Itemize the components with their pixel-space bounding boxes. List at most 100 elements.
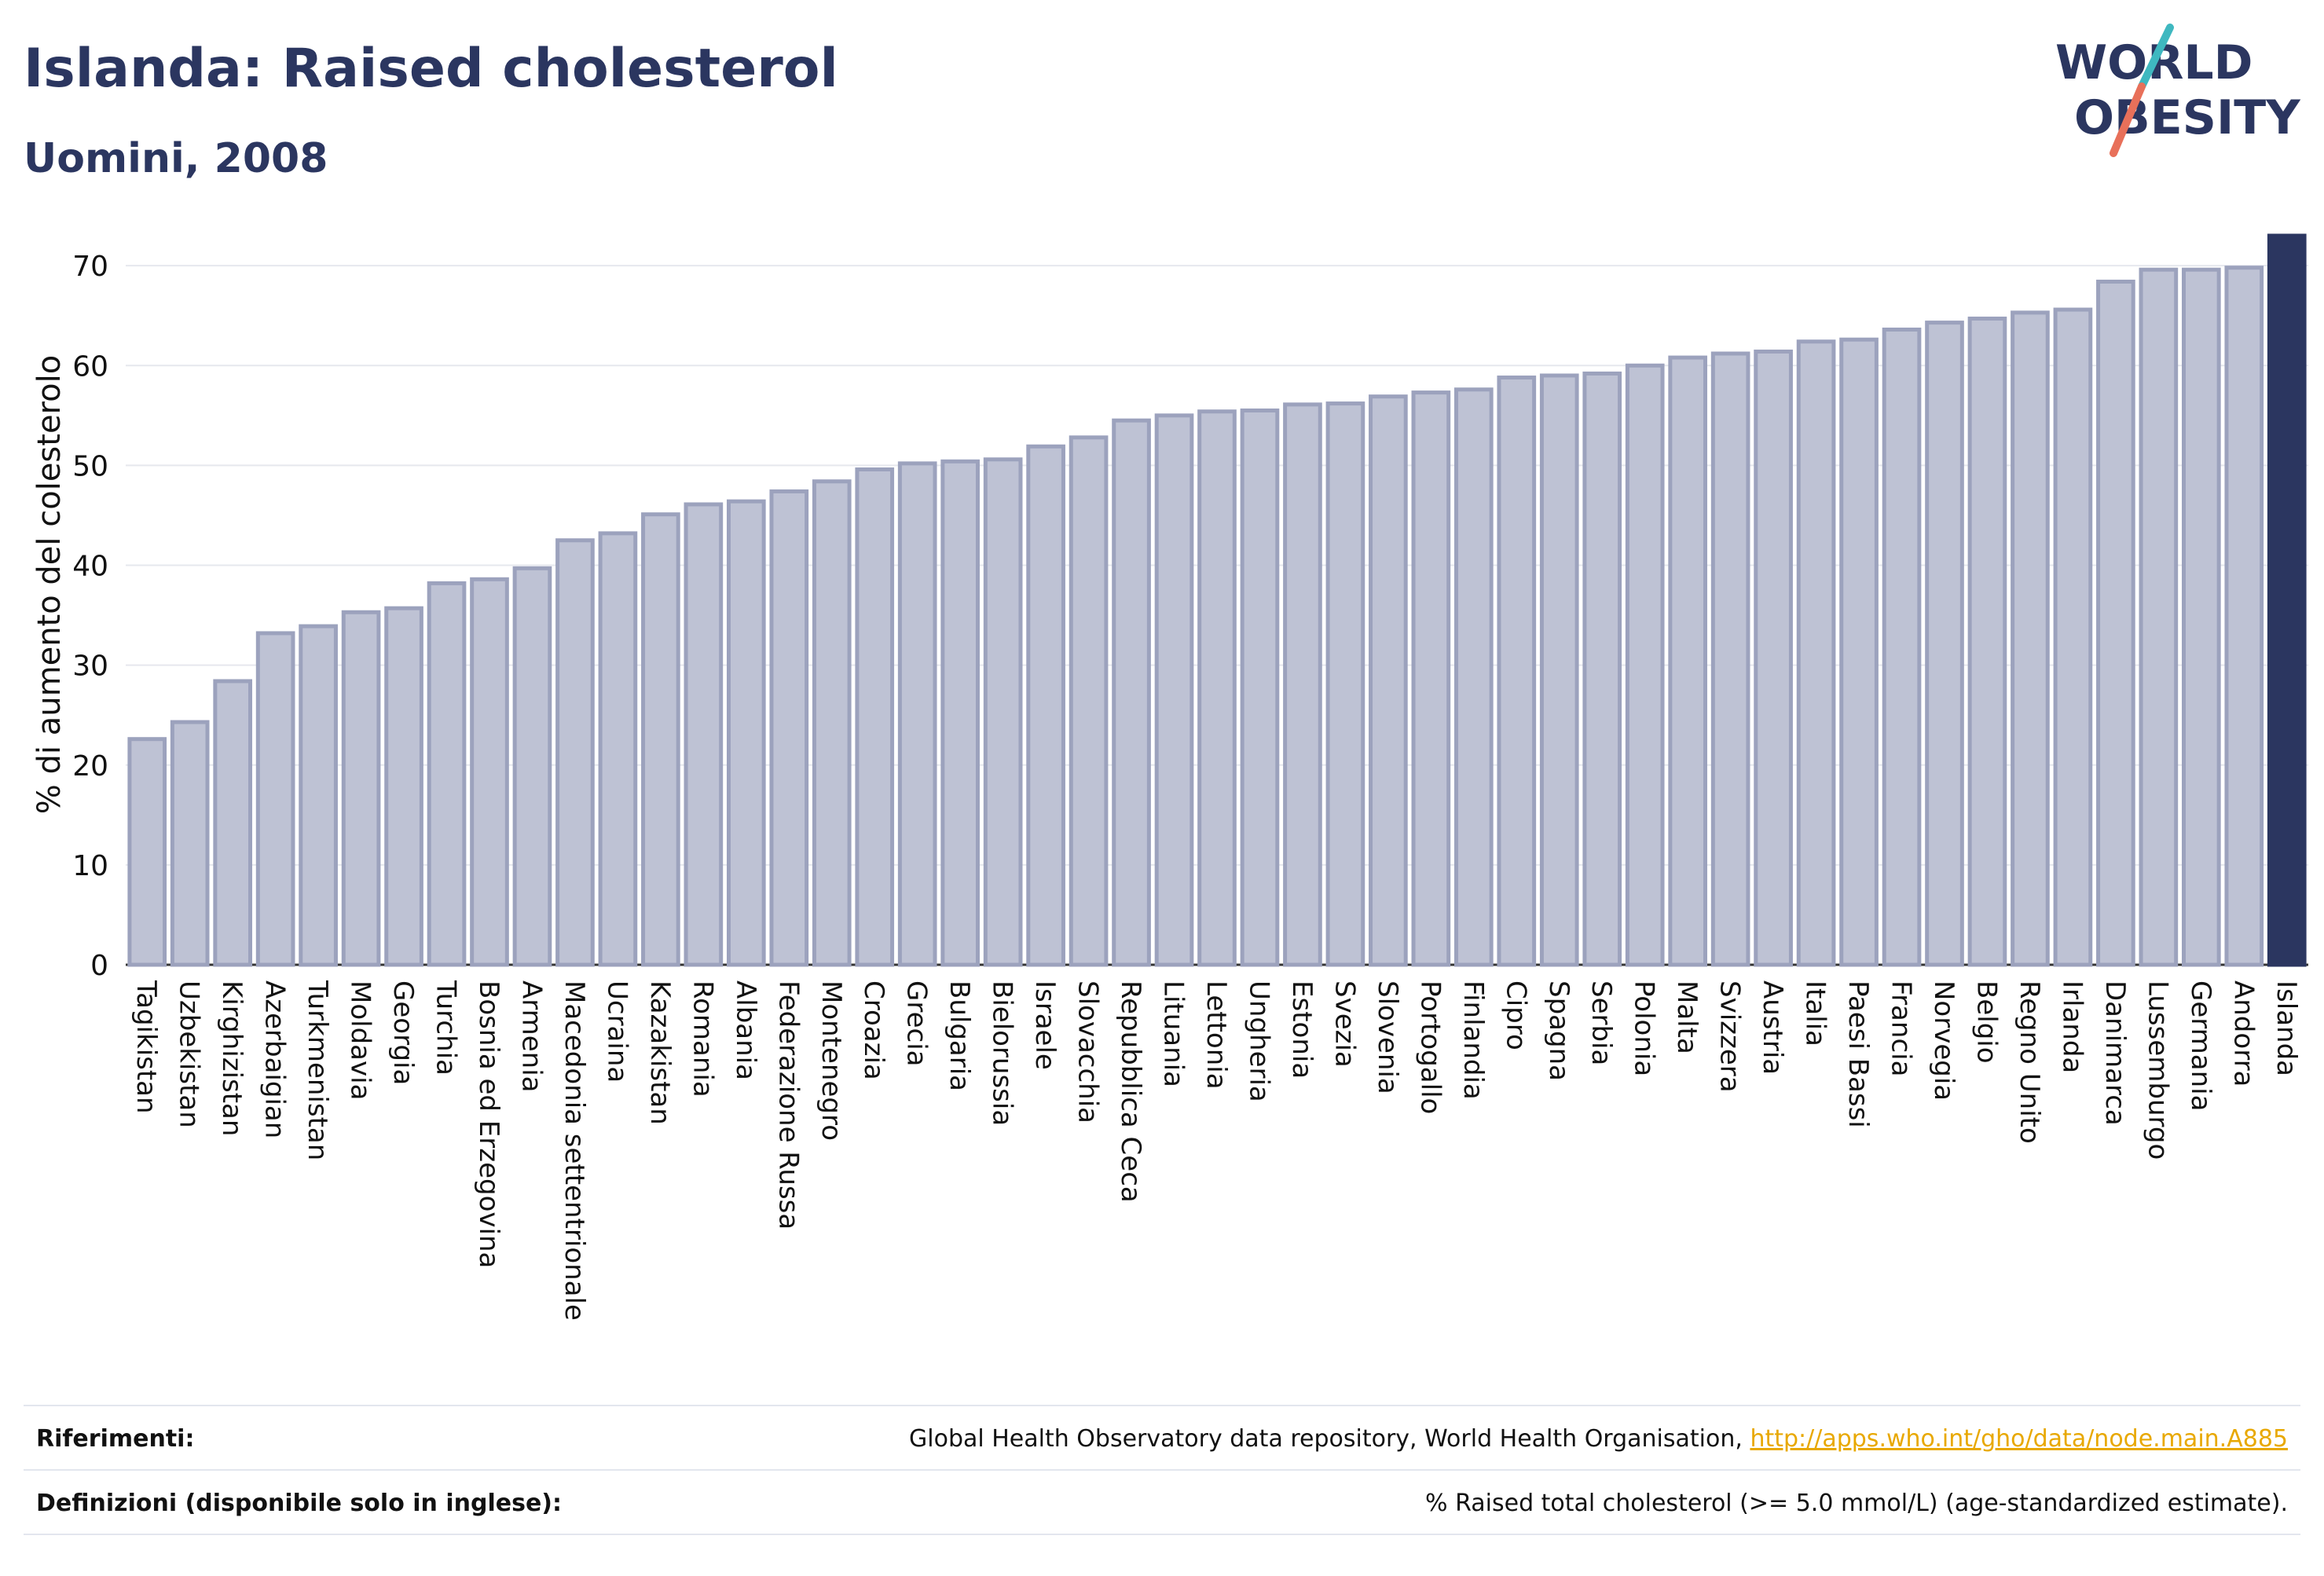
x-tick-label: Ucraina	[601, 980, 632, 1083]
bar-federazione-russa	[769, 489, 809, 967]
x-tick-label: Repubblica Ceca	[1115, 980, 1146, 1203]
definitions-label: Definizioni (disponibile solo in inglese…	[36, 1490, 562, 1517]
bar-irlanda	[2053, 307, 2093, 967]
bar-ucraina	[598, 531, 638, 967]
references-label: Riferimenti:	[36, 1425, 195, 1453]
y-tick-label: 30	[72, 651, 108, 683]
x-tick-label: Polonia	[1629, 980, 1660, 1076]
bar-azerbaigian	[255, 631, 295, 967]
bar-tagikistan	[127, 737, 167, 967]
x-tick-label: Italia	[1800, 980, 1831, 1046]
x-tick-label: Grecia	[901, 980, 933, 1066]
bar-georgia	[384, 606, 423, 967]
footer-bottom-rule	[24, 1534, 2300, 1535]
logo-slash-coral	[2110, 82, 2146, 157]
bar-kazakistan	[641, 512, 680, 967]
bar-grecia	[897, 461, 937, 967]
y-tick-label: 0	[90, 950, 108, 982]
y-axis-label: % di aumento del colesterolo	[31, 355, 68, 814]
bar-danimarca	[2096, 279, 2135, 967]
bar-slovacchia	[1069, 435, 1109, 967]
y-tick-label: 20	[72, 750, 108, 783]
bar-andorra	[2224, 266, 2264, 967]
x-tick-label: Slovacchia	[1072, 980, 1104, 1123]
bar-finlandia	[1453, 387, 1494, 967]
x-tick-label: Germania	[2185, 980, 2216, 1111]
x-tick-label: Slovenia	[1372, 980, 1403, 1094]
x-tick-label: Kazakistan	[644, 980, 676, 1125]
bar-germania	[2181, 267, 2221, 967]
bar-turchia	[427, 581, 467, 967]
bar-albania	[726, 499, 766, 967]
x-tick-label: Tagikistan	[130, 980, 162, 1114]
x-tick-label: Malta	[1671, 980, 1703, 1054]
y-tick-label: 10	[72, 850, 108, 882]
x-tick-label: Bulgaria	[944, 980, 975, 1091]
world-obesity-logo: WORLD OBESITY	[2055, 24, 2301, 157]
bar-belgio	[1967, 317, 2007, 967]
bars-layer	[127, 233, 2307, 967]
bar-repubblica-ceca	[1112, 418, 1151, 967]
logo-line-2: OBESITY	[2074, 90, 2301, 145]
x-tick-label: Francia	[1886, 980, 1917, 1076]
x-tick-label: Portogallo	[1414, 980, 1446, 1114]
x-tick-label: Andorra	[2227, 980, 2259, 1087]
x-tick-label: Bielorussia	[987, 980, 1018, 1126]
bar-lussemburgo	[2139, 267, 2179, 967]
references-link[interactable]: http://apps.who.int/gho/data/node.main.A…	[1750, 1425, 2288, 1453]
x-tick-label: Svezia	[1329, 980, 1360, 1068]
x-tick-label: Norvegia	[1928, 980, 1959, 1101]
y-tick-label: 40	[72, 551, 108, 583]
x-tick-label: Danimarca	[2099, 980, 2131, 1126]
bar-bielorussia	[983, 457, 1023, 967]
bar-chart: 0 10 20 30 40 50 60 70 Tagikistan Uzbekistan Kirg…	[31, 233, 2308, 1321]
references-row: Riferimenti: Global Health Observatory d…	[24, 1405, 2300, 1469]
x-tick-label: Uzbekistan	[174, 980, 205, 1128]
x-tick-label: Austria	[1757, 980, 1788, 1075]
bar-israele	[1026, 444, 1065, 967]
bar-italia	[1796, 339, 1836, 967]
x-tick-label: Croazia	[858, 980, 889, 1080]
bar-austria	[1754, 349, 1793, 967]
y-tick-label: 50	[72, 450, 108, 482]
bar-serbia	[1582, 371, 1622, 967]
bar-uzbekistan	[170, 720, 210, 967]
x-tick-label: Romania	[687, 980, 718, 1098]
logo-slash-teal	[2138, 24, 2174, 90]
definitions-row: Definizioni (disponibile solo in inglese…	[24, 1469, 2300, 1534]
bar-portogallo	[1411, 390, 1451, 967]
x-tick-label: Belgio	[1970, 980, 2002, 1064]
x-tick-label: Azerbaigian	[259, 980, 291, 1138]
x-tick-label: Ungheria	[1243, 980, 1274, 1102]
bar-norvegia	[1925, 321, 1964, 967]
x-tick-label: Kirghizistan	[216, 980, 247, 1136]
bar-slovenia	[1369, 394, 1408, 967]
y-tick-label: 60	[72, 350, 108, 383]
x-tick-label: Israele	[1029, 980, 1061, 1070]
bar-macedonia-settentrionale	[555, 538, 595, 967]
bar-svezia	[1325, 401, 1365, 967]
references-value: Global Health Observatory data repositor…	[909, 1425, 2288, 1453]
x-tick-label: Irlanda	[2056, 980, 2088, 1073]
references-text: Global Health Observatory data repositor…	[909, 1425, 1750, 1453]
y-tick-label: 70	[72, 251, 108, 283]
definitions-text: % Raised total cholesterol (>= 5.0 mmol/…	[1425, 1490, 2288, 1517]
x-tick-label: Lituania	[1158, 980, 1189, 1087]
bar-spagna	[1539, 373, 1579, 967]
x-tick-label: Cipro	[1500, 980, 1531, 1050]
bar-kirghizistan	[213, 679, 253, 967]
x-tick-label: Lettonia	[1200, 980, 1232, 1090]
x-tick-label: Svizzera	[1714, 980, 1746, 1093]
bar-paesi-bassi	[1839, 337, 1879, 967]
bar-armenia	[512, 566, 552, 967]
bar-francia	[1882, 327, 1922, 967]
bar-polonia	[1625, 363, 1665, 967]
bar-romania	[684, 502, 724, 967]
bar-estonia	[1283, 402, 1322, 967]
x-tick-label: Montenegro	[816, 980, 847, 1141]
x-tick-label: Armenia	[515, 980, 547, 1093]
x-tick-label: Georgia	[387, 980, 419, 1085]
bar-ungheria	[1240, 408, 1280, 967]
x-tick-label: Turkmenistan	[302, 980, 333, 1160]
chart-title: Islanda: Raised cholesterol	[24, 38, 838, 100]
